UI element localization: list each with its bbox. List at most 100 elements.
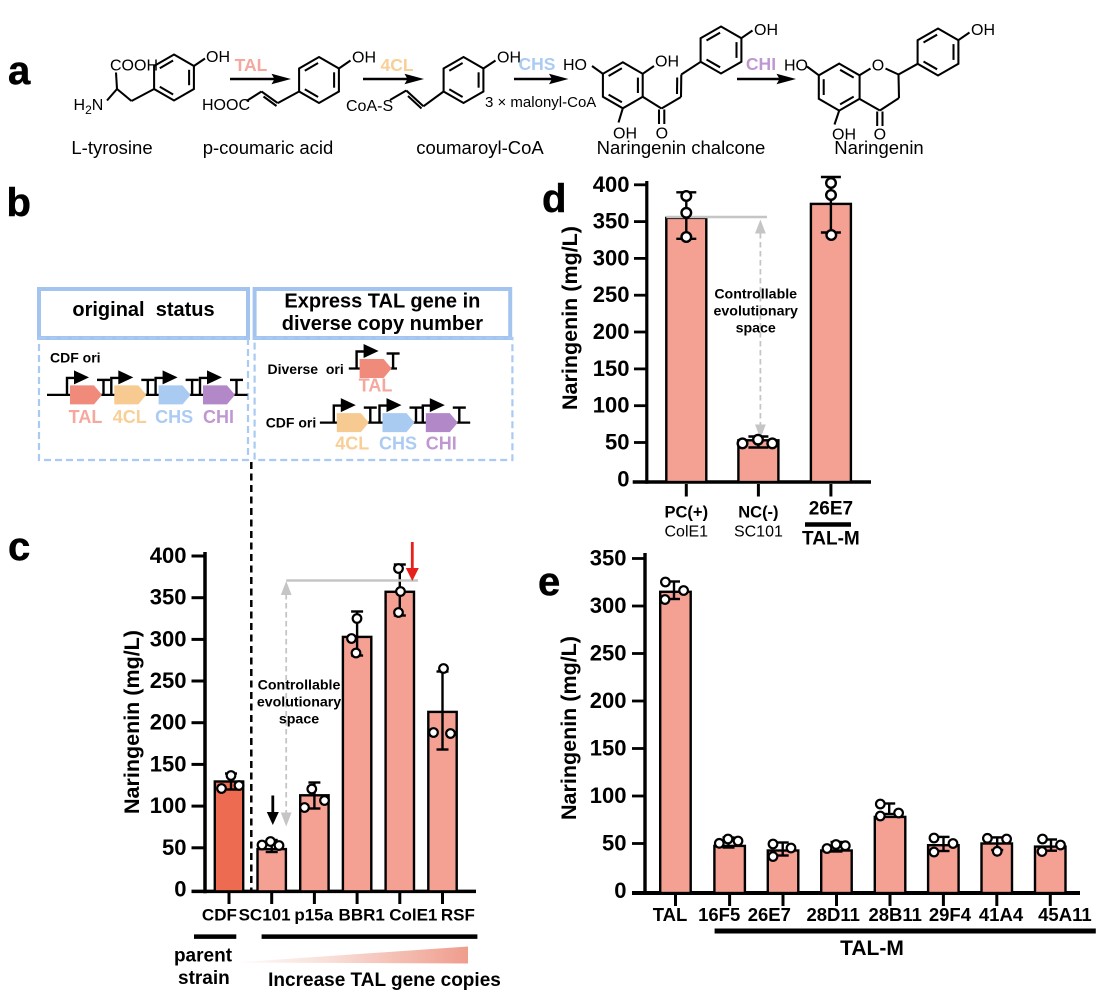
svg-text:CHI: CHI bbox=[746, 54, 776, 74]
svg-text:150: 150 bbox=[593, 356, 630, 381]
svg-text:150: 150 bbox=[590, 736, 627, 761]
svg-text:HO: HO bbox=[563, 57, 587, 74]
svg-text:4CL: 4CL bbox=[380, 55, 413, 75]
svg-text:p15a: p15a bbox=[294, 906, 333, 925]
svg-text:Naringenin (mg/L): Naringenin (mg/L) bbox=[557, 636, 581, 820]
svg-text:O: O bbox=[656, 126, 668, 143]
svg-text:300: 300 bbox=[590, 593, 627, 618]
svg-text:CDF ori: CDF ori bbox=[266, 415, 317, 431]
svg-text:4CL: 4CL bbox=[113, 407, 147, 427]
svg-text:Express TAL gene in: Express TAL gene in bbox=[284, 291, 480, 313]
svg-text:CoA-S: CoA-S bbox=[346, 98, 393, 115]
svg-text:300: 300 bbox=[150, 626, 187, 651]
svg-text:150: 150 bbox=[150, 751, 187, 776]
svg-text:28B11: 28B11 bbox=[868, 904, 922, 925]
svg-text:OH: OH bbox=[352, 50, 376, 67]
svg-text:HO: HO bbox=[784, 58, 808, 75]
svg-text:200: 200 bbox=[593, 319, 630, 344]
svg-text:TAL-M: TAL-M bbox=[840, 937, 904, 960]
svg-text:b: b bbox=[7, 181, 31, 225]
svg-text:p-coumaric acid: p-coumaric acid bbox=[203, 137, 334, 158]
svg-text:original status: original status bbox=[72, 299, 214, 321]
svg-text:OH: OH bbox=[754, 22, 778, 39]
svg-text:CHS: CHS bbox=[155, 407, 193, 427]
svg-text:0: 0 bbox=[614, 878, 626, 903]
svg-text:COOH: COOH bbox=[110, 58, 158, 75]
svg-text:e: e bbox=[538, 560, 560, 604]
svg-text:29F4: 29F4 bbox=[929, 904, 972, 925]
svg-text:a: a bbox=[8, 49, 31, 93]
svg-text:350: 350 bbox=[593, 209, 630, 234]
svg-text:TAL: TAL bbox=[235, 55, 268, 75]
svg-text:50: 50 bbox=[605, 430, 629, 455]
svg-text:350: 350 bbox=[150, 585, 187, 610]
svg-text:50: 50 bbox=[162, 835, 186, 860]
svg-text:space: space bbox=[736, 321, 776, 337]
svg-text:strain: strain bbox=[178, 968, 230, 989]
svg-text:Naringenin (mg/L): Naringenin (mg/L) bbox=[120, 630, 144, 814]
svg-text:CHI: CHI bbox=[203, 407, 234, 427]
svg-text:Diverse ori: Diverse ori bbox=[268, 361, 344, 377]
svg-text:3 × malonyl-CoA: 3 × malonyl-CoA bbox=[485, 94, 596, 111]
svg-text:28D11: 28D11 bbox=[806, 904, 860, 925]
svg-text:coumaroyl-CoA: coumaroyl-CoA bbox=[416, 137, 544, 158]
svg-text:50: 50 bbox=[602, 831, 626, 856]
svg-text:Naringenin chalcone: Naringenin chalcone bbox=[597, 137, 766, 158]
svg-text:250: 250 bbox=[590, 641, 627, 666]
svg-text:Naringenin: Naringenin bbox=[834, 137, 923, 158]
svg-text:0: 0 bbox=[617, 466, 629, 491]
svg-text:26E7: 26E7 bbox=[809, 499, 853, 520]
svg-text:H2N: H2N bbox=[74, 97, 104, 117]
svg-text:300: 300 bbox=[593, 245, 630, 270]
svg-text:OH: OH bbox=[613, 126, 637, 143]
svg-text:CDF: CDF bbox=[202, 906, 237, 925]
svg-text:OH: OH bbox=[497, 50, 521, 67]
svg-text:BBR1: BBR1 bbox=[339, 906, 385, 925]
svg-text:Controllable: Controllable bbox=[714, 287, 797, 303]
svg-text:250: 250 bbox=[150, 668, 187, 693]
svg-text:100: 100 bbox=[150, 793, 187, 818]
svg-text:SC101: SC101 bbox=[734, 524, 783, 541]
svg-text:200: 200 bbox=[590, 688, 627, 713]
svg-text:OH: OH bbox=[655, 54, 679, 71]
svg-text:parent: parent bbox=[174, 946, 233, 967]
svg-text:4CL: 4CL bbox=[335, 434, 369, 454]
svg-text:SC101: SC101 bbox=[239, 906, 291, 925]
svg-text:CHS: CHS bbox=[519, 54, 556, 74]
svg-text:45A11: 45A11 bbox=[1038, 904, 1092, 925]
svg-text:100: 100 bbox=[593, 393, 630, 418]
svg-text:d: d bbox=[542, 177, 566, 221]
svg-text:ColE1: ColE1 bbox=[389, 906, 437, 925]
svg-text:CHS: CHS bbox=[379, 434, 417, 454]
svg-text:26E7: 26E7 bbox=[748, 904, 791, 925]
svg-text:RSF: RSF bbox=[441, 906, 475, 925]
svg-text:TAL: TAL bbox=[359, 376, 393, 396]
svg-text:evolutionary: evolutionary bbox=[257, 695, 341, 711]
svg-text:CHI: CHI bbox=[426, 434, 457, 454]
svg-text:diverse copy number: diverse copy number bbox=[282, 313, 483, 335]
svg-text:O: O bbox=[874, 127, 886, 144]
svg-text:OH: OH bbox=[832, 127, 856, 144]
svg-text:TAL-M: TAL-M bbox=[802, 529, 860, 550]
svg-text:O: O bbox=[872, 58, 884, 75]
svg-text:evolutionary: evolutionary bbox=[714, 304, 798, 320]
svg-text:OH: OH bbox=[971, 22, 995, 39]
svg-text:space: space bbox=[279, 712, 319, 728]
svg-text:TAL: TAL bbox=[653, 904, 688, 925]
svg-text:16F5: 16F5 bbox=[698, 904, 740, 925]
svg-text:250: 250 bbox=[593, 282, 630, 307]
svg-text:CDF ori: CDF ori bbox=[50, 350, 101, 366]
svg-text:Increase TAL gene copies: Increase TAL gene copies bbox=[268, 970, 501, 991]
svg-text:HOOC: HOOC bbox=[202, 97, 250, 114]
svg-text:350: 350 bbox=[590, 546, 627, 571]
svg-text:ColE1: ColE1 bbox=[665, 524, 709, 541]
svg-text:41A4: 41A4 bbox=[979, 904, 1024, 925]
svg-text:400: 400 bbox=[593, 172, 630, 197]
svg-text:c: c bbox=[8, 525, 30, 569]
svg-text:NC(-): NC(-) bbox=[738, 504, 778, 522]
svg-text:PC(+): PC(+) bbox=[665, 504, 709, 522]
svg-text:Naringenin (mg/L): Naringenin (mg/L) bbox=[558, 226, 582, 410]
svg-text:Controllable: Controllable bbox=[258, 678, 341, 694]
svg-text:0: 0 bbox=[174, 877, 186, 902]
svg-text:OH: OH bbox=[206, 49, 230, 66]
